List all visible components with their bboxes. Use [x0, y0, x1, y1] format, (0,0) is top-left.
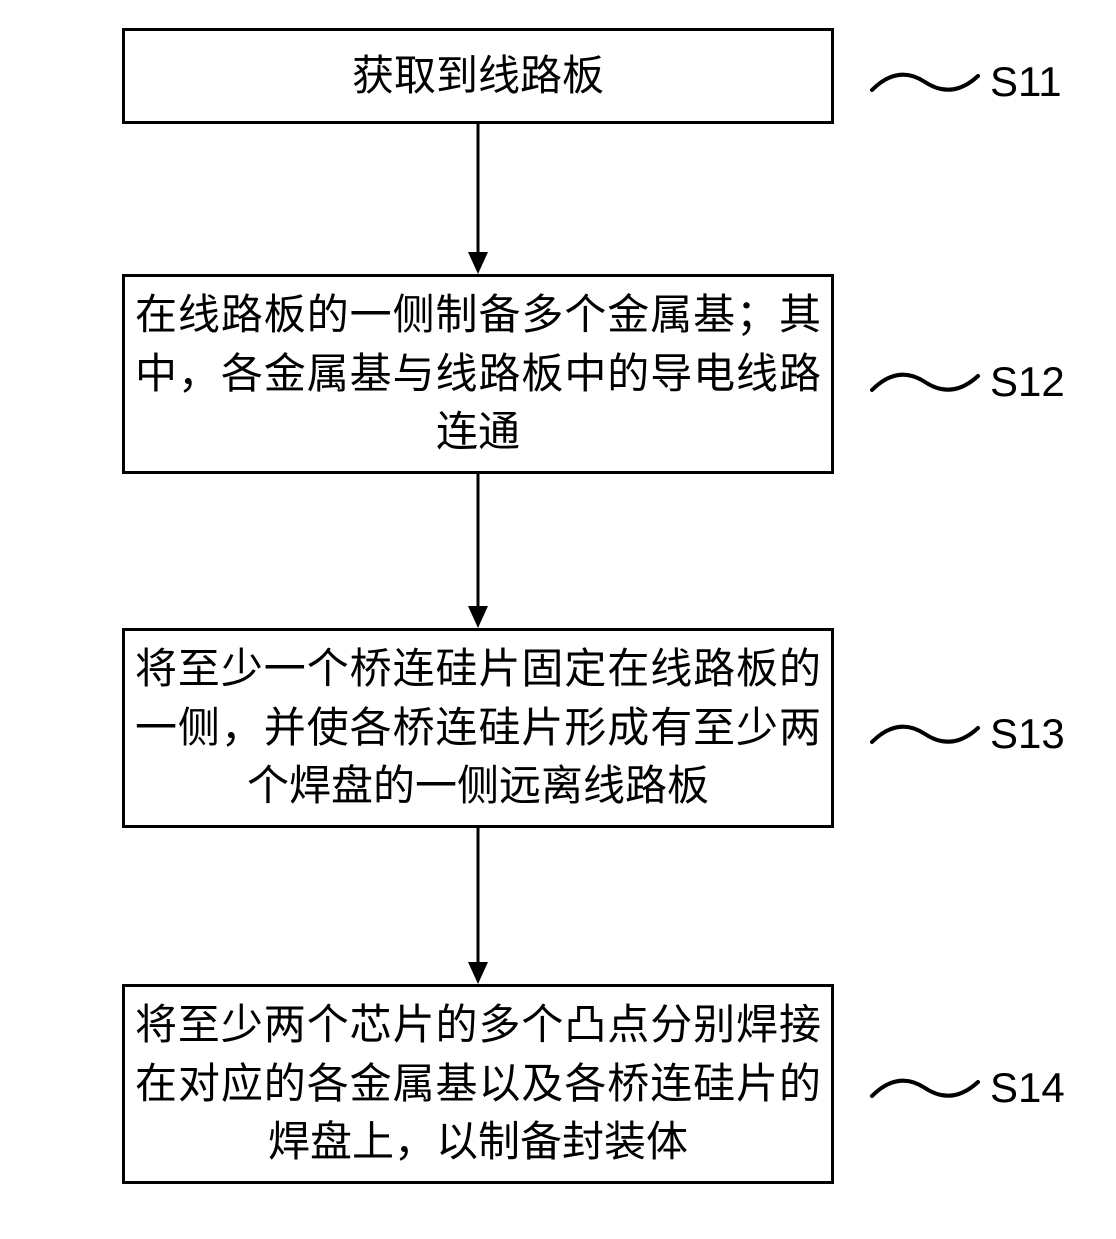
- arrow-s13-s14: [463, 828, 493, 984]
- tilde-s14: [870, 1074, 980, 1104]
- flow-node-s14: 将至少两个芯片的多个凸点分别焊接在对应的各金属基以及各桥连硅片的焊盘上，以制备封…: [122, 984, 834, 1184]
- flow-node-s14-text: 将至少两个芯片的多个凸点分别焊接在对应的各金属基以及各桥连硅片的焊盘上，以制备封…: [135, 996, 821, 1172]
- flow-node-s11-text: 获取到线路板: [352, 47, 604, 106]
- flow-node-s11: 获取到线路板: [122, 28, 834, 124]
- flow-node-s12-text: 在线路板的一侧制备多个金属基；其中，各金属基与线路板中的导电线路连通: [135, 286, 821, 462]
- step-label-s14: S14: [990, 1064, 1065, 1112]
- step-label-s11: S11: [990, 58, 1062, 106]
- step-label-s12-text: S12: [990, 358, 1065, 405]
- tilde-s12: [870, 368, 980, 398]
- step-label-s14-text: S14: [990, 1064, 1065, 1111]
- tilde-s11: [870, 68, 980, 98]
- arrow-s11-s12: [463, 124, 493, 274]
- flowchart-canvas: 获取到线路板 S11 在线路板的一侧制备多个金属基；其中，各金属基与线路板中的导…: [0, 0, 1116, 1239]
- step-label-s11-text: S11: [990, 58, 1062, 105]
- arrow-s12-s13: [463, 474, 493, 628]
- step-label-s13: S13: [990, 710, 1065, 758]
- step-label-s13-text: S13: [990, 710, 1065, 757]
- flow-node-s12: 在线路板的一侧制备多个金属基；其中，各金属基与线路板中的导电线路连通: [122, 274, 834, 474]
- step-label-s12: S12: [990, 358, 1065, 406]
- tilde-s13: [870, 720, 980, 750]
- flow-node-s13-text: 将至少一个桥连硅片固定在线路板的一侧，并使各桥连硅片形成有至少两个焊盘的一侧远离…: [135, 640, 821, 816]
- flow-node-s13: 将至少一个桥连硅片固定在线路板的一侧，并使各桥连硅片形成有至少两个焊盘的一侧远离…: [122, 628, 834, 828]
